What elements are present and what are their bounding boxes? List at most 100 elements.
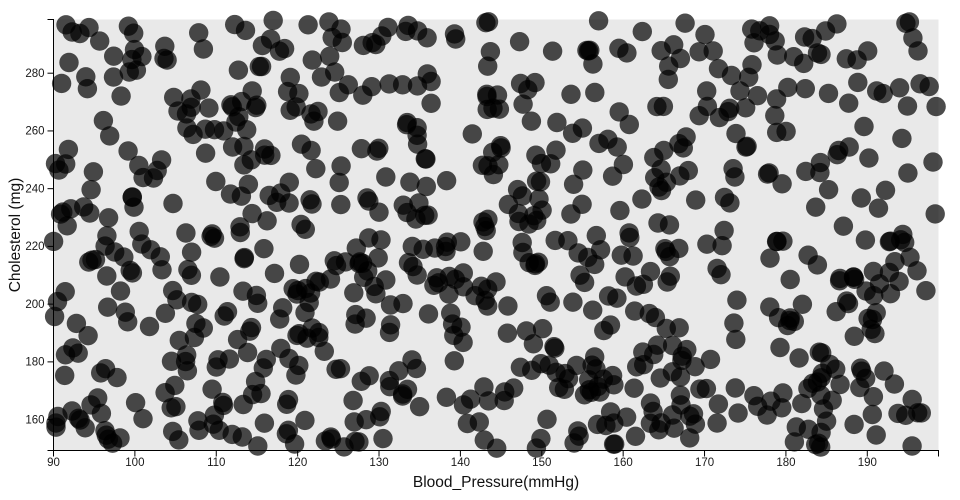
data-point (229, 107, 249, 127)
data-point (327, 111, 348, 131)
data-point (213, 395, 234, 416)
data-point (818, 83, 839, 104)
data-point (155, 36, 175, 56)
data-point (863, 261, 884, 282)
data-point (85, 249, 106, 270)
data-point (744, 386, 764, 406)
data-point (865, 323, 885, 344)
data-point (356, 308, 376, 328)
data-point (279, 348, 299, 369)
data-point (540, 292, 560, 312)
data-point (862, 404, 882, 425)
data-point (396, 21, 416, 42)
data-point (925, 204, 945, 224)
data-point (334, 437, 354, 457)
data-point (359, 366, 379, 386)
data-point (376, 167, 396, 187)
data-point (199, 98, 219, 118)
data-point (58, 139, 79, 160)
data-point (344, 283, 364, 303)
data-point (457, 413, 478, 434)
data-point (744, 33, 764, 53)
data-point (585, 347, 605, 367)
data-point (451, 232, 471, 252)
x-tick-label: 150 (532, 457, 551, 469)
data-point (331, 194, 351, 215)
data-point (304, 111, 324, 131)
data-point (711, 265, 731, 285)
data-point (902, 436, 922, 456)
data-point (858, 308, 878, 329)
y-axis: 160 180 200 220 240 260 280 (25, 19, 54, 451)
data-point (439, 284, 459, 304)
data-point (133, 409, 153, 429)
data-point (300, 190, 320, 210)
data-point (818, 180, 839, 200)
data-point (233, 394, 253, 415)
data-point (545, 230, 565, 251)
data-point (660, 266, 680, 286)
data-point (680, 428, 700, 448)
data-point (837, 291, 857, 311)
data-point (859, 148, 879, 168)
data-point (376, 270, 396, 290)
data-point (844, 269, 865, 289)
data-point (726, 329, 746, 350)
data-point (697, 81, 717, 101)
data-point (896, 13, 916, 34)
data-point (46, 417, 66, 437)
data-point (624, 378, 644, 398)
data-point (625, 426, 646, 446)
data-point (427, 268, 447, 288)
data-point (812, 343, 832, 363)
data-point (249, 56, 269, 77)
data-point (670, 48, 691, 69)
data-point (436, 387, 457, 407)
data-point (397, 112, 417, 133)
data-point (257, 211, 277, 231)
data-point (714, 220, 734, 241)
data-point (444, 24, 465, 44)
data-point (176, 223, 196, 243)
data-point (792, 393, 812, 414)
data-point (780, 269, 800, 290)
data-point (177, 118, 197, 138)
data-point (875, 180, 896, 200)
data-point (189, 23, 209, 43)
data-point (177, 361, 198, 381)
y-tick-label: 240 (25, 183, 44, 195)
data-point (344, 412, 364, 432)
data-point (263, 10, 283, 31)
data-point (587, 414, 608, 435)
data-point (189, 420, 209, 440)
data-point (742, 54, 762, 75)
data-point (269, 41, 290, 61)
data-point (827, 145, 847, 165)
data-point (286, 365, 306, 385)
data-point (289, 254, 310, 275)
data-point (602, 365, 623, 386)
data-point (697, 234, 717, 254)
data-point (532, 319, 553, 339)
data-point (923, 152, 943, 172)
data-point (210, 267, 230, 287)
data-point (900, 247, 920, 267)
data-point (331, 19, 351, 39)
data-point (103, 67, 124, 87)
data-point (369, 202, 389, 222)
data-point (765, 105, 785, 126)
data-point (523, 334, 544, 354)
data-point (302, 50, 322, 70)
y-tick-label: 220 (25, 241, 44, 253)
data-point (639, 303, 659, 324)
data-point (453, 395, 474, 415)
data-point (49, 160, 69, 180)
data-point (712, 236, 732, 256)
data-point (228, 60, 249, 80)
data-point (586, 225, 606, 246)
data-point (530, 172, 551, 192)
data-point (478, 391, 499, 411)
data-point (295, 278, 316, 299)
